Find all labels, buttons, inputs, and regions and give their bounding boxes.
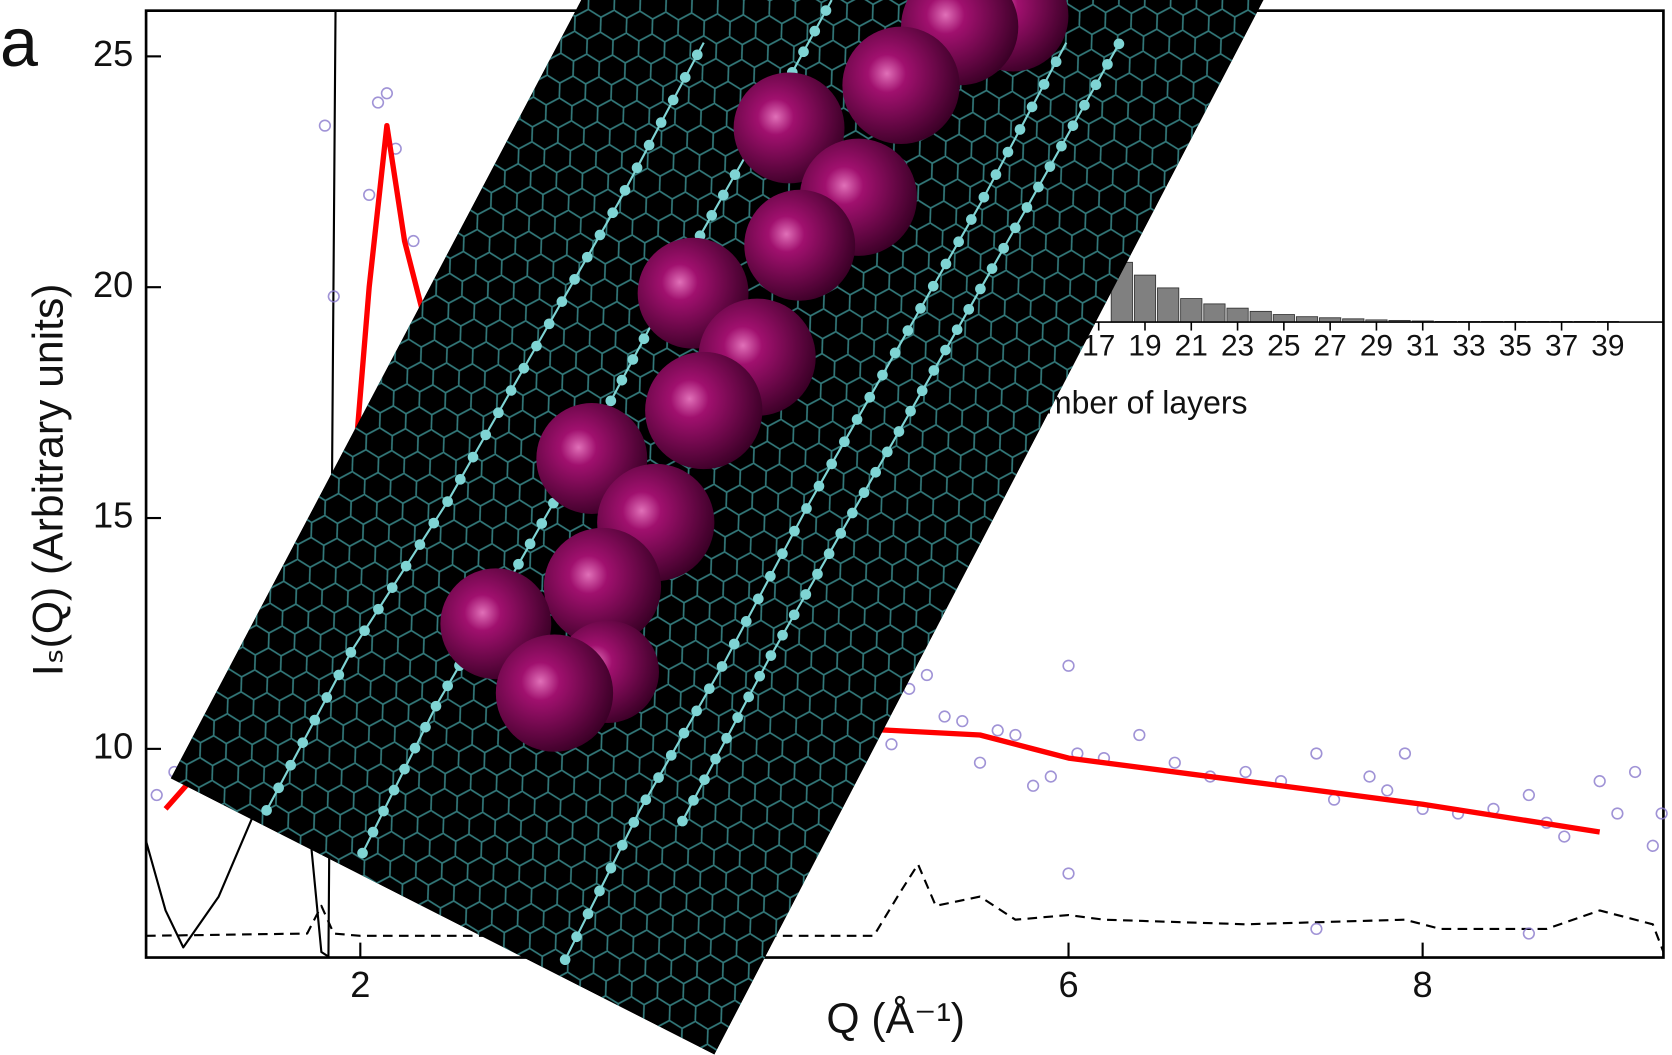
- inset-tick-label: 21: [1175, 330, 1208, 363]
- data-point: [973, 756, 987, 769]
- data-point: [1628, 765, 1642, 779]
- inset-axis-label: mber of layers: [1045, 385, 1248, 421]
- inset-tick-label: 27: [1314, 330, 1347, 363]
- data-point: [1239, 765, 1252, 779]
- data-point: [1009, 728, 1022, 742]
- data-point: [1398, 747, 1412, 760]
- x-tick-label: 6: [1058, 964, 1078, 1005]
- data-point: [1363, 770, 1376, 783]
- data-point: [991, 724, 1004, 737]
- inset-tick-label: 23: [1221, 330, 1254, 363]
- inset-tick-label: 35: [1499, 330, 1532, 363]
- data-point: [318, 119, 332, 132]
- data-point: [1593, 775, 1606, 788]
- inset-tick-label: 25: [1267, 330, 1300, 363]
- atoms: [440, 0, 1069, 752]
- y-tick-label: 15: [93, 495, 133, 536]
- inset-bar: [1157, 287, 1180, 323]
- data-point: [150, 788, 163, 802]
- data-point: [1168, 756, 1181, 769]
- data-point: [920, 668, 934, 682]
- data-point: [1558, 830, 1571, 843]
- data-point: [885, 738, 898, 751]
- data-point: [327, 290, 340, 303]
- panel-label: a: [0, 5, 38, 81]
- data-point: [363, 188, 376, 201]
- inset-bar: [1272, 314, 1295, 323]
- data-point: [1044, 770, 1057, 783]
- y-tick-label: 25: [93, 33, 133, 74]
- x-tick-label: 2: [350, 964, 370, 1005]
- data-point: [1522, 788, 1535, 802]
- inset-bar: [1180, 298, 1203, 323]
- inset-bar: [1133, 274, 1157, 323]
- x-axis-label: Q (Å⁻¹): [826, 995, 965, 1043]
- inset-tick-label: 19: [1128, 330, 1161, 363]
- data-point: [1381, 784, 1394, 797]
- data-point: [380, 87, 394, 100]
- inset-tick-label: 37: [1545, 330, 1578, 363]
- data-point: [1327, 793, 1341, 806]
- data-point: [1522, 927, 1535, 940]
- y-tick-label: 10: [93, 725, 133, 766]
- inset-tick-label: 31: [1406, 330, 1439, 363]
- data-point: [938, 710, 951, 723]
- data-point: [1611, 807, 1624, 820]
- data-point: [407, 234, 420, 248]
- data-point: [1062, 659, 1075, 672]
- data-point: [1026, 779, 1040, 792]
- inset-bar: [1226, 307, 1249, 323]
- inset-tick-label: 39: [1591, 330, 1624, 363]
- data-point: [1310, 747, 1323, 760]
- inset-tick-label: 33: [1452, 330, 1485, 363]
- data-point: [1310, 922, 1323, 936]
- y-tick-label: 20: [93, 264, 133, 305]
- inset-tick-label: 29: [1360, 330, 1393, 363]
- inset-bar: [1203, 303, 1226, 323]
- inset-bar: [1249, 310, 1272, 323]
- data-point: [1655, 807, 1668, 820]
- data-point: [1062, 867, 1075, 880]
- x-tick-label: 8: [1413, 964, 1433, 1005]
- y-axis-label: Iₛ(Q) (Arbitrary units): [24, 284, 72, 677]
- molecule-image: [170, 0, 1264, 1055]
- data-point: [1133, 728, 1146, 742]
- data-point: [1646, 839, 1659, 852]
- data-point: [371, 96, 385, 109]
- data-point: [956, 715, 969, 728]
